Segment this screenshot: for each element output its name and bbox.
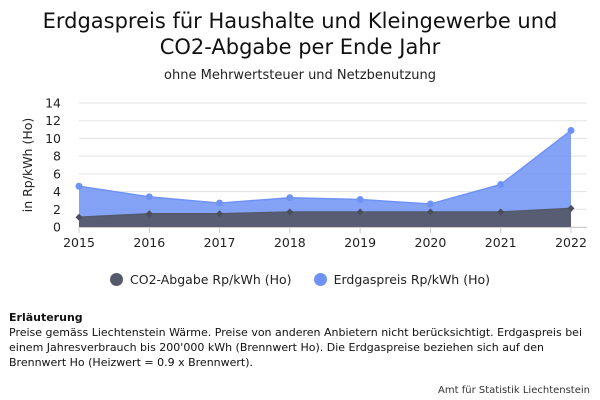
legend-item-co2[interactable]: CO2-Abgabe Rp/kWh (Ho) [110,272,292,287]
note-body: Preise gemäss Liechtenstein Wärme. Preis… [9,326,583,369]
point-co2-abgabe [426,208,434,216]
x-tick-label: 2017 [204,235,236,250]
point-co2-abgabe [567,204,575,212]
y-axis-label: in Rp/kWh (Ho) [20,118,35,213]
legend-swatch-gas [313,273,327,286]
x-tick-label: 2015 [63,235,95,250]
y-tick-label: 0 [53,220,61,235]
y-tick-label: 8 [53,149,61,164]
line-co2-abgabe [78,207,572,219]
point-erdgaspreis [75,182,83,190]
chart-legend: CO2-Abgabe Rp/kWh (Ho) Erdgaspreis Rp/kW… [0,272,600,287]
point-erdgaspreis [567,126,575,134]
point-co2-abgabe [75,213,83,221]
explanation-note: Erläuterung Preise gemäss Liechtenstein … [9,310,594,370]
point-co2-abgabe [145,210,153,218]
x-tick-label: 2021 [485,235,517,250]
point-co2-abgabe [356,208,364,216]
point-co2-abgabe [216,210,224,218]
legend-label-gas: Erdgaspreis Rp/kWh (Ho) [333,272,490,287]
point-co2-abgabe [286,208,294,216]
x-tick-label: 2022 [555,235,587,250]
point-erdgaspreis [426,200,434,208]
point-erdgaspreis [356,196,364,204]
chart-subtitle: ohne Mehrwertsteuer und Netzbenutzung [164,68,436,83]
point-co2-abgabe [497,208,505,216]
x-tick-label: 2018 [274,235,306,250]
x-tick-label: 2020 [415,235,447,250]
chart-title-line-2: CO2-Abgabe per Ende Jahr [159,35,441,59]
area-co2-abgabe [79,208,571,227]
y-tick-label: 14 [45,96,61,111]
area-chart: 0 2 4 6 8 10 12 14 in Rp/kWh (Ho) 2015 2016 2017 201… [20,96,587,250]
legend-swatch-co2 [110,273,123,286]
point-erdgaspreis [145,193,153,201]
point-erdgaspreis [216,199,224,207]
legend-item-gas[interactable]: Erdgaspreis Rp/kWh (Ho) [313,272,490,287]
x-tick-label: 2016 [133,235,165,250]
source-credit: Amt für Statistik Liechtenstein [438,385,590,396]
y-tick-label: 4 [53,184,61,199]
chart-title-line-1: Erdgaspreis für Haushalte und Kleingewer… [42,9,558,33]
legend-label-co2: CO2-Abgabe Rp/kWh (Ho) [130,272,292,287]
point-erdgaspreis [497,180,505,188]
y-tick-label: 10 [45,131,61,146]
y-tick-label: 12 [45,113,61,128]
note-heading: Erläuterung [9,311,83,324]
area-erdgaspreis [79,130,571,227]
y-tick-label: 6 [53,166,61,181]
x-tick-label: 2019 [344,235,376,250]
line-erdgaspreis [78,129,572,205]
point-erdgaspreis [286,194,294,202]
y-tick-label: 2 [53,202,61,217]
